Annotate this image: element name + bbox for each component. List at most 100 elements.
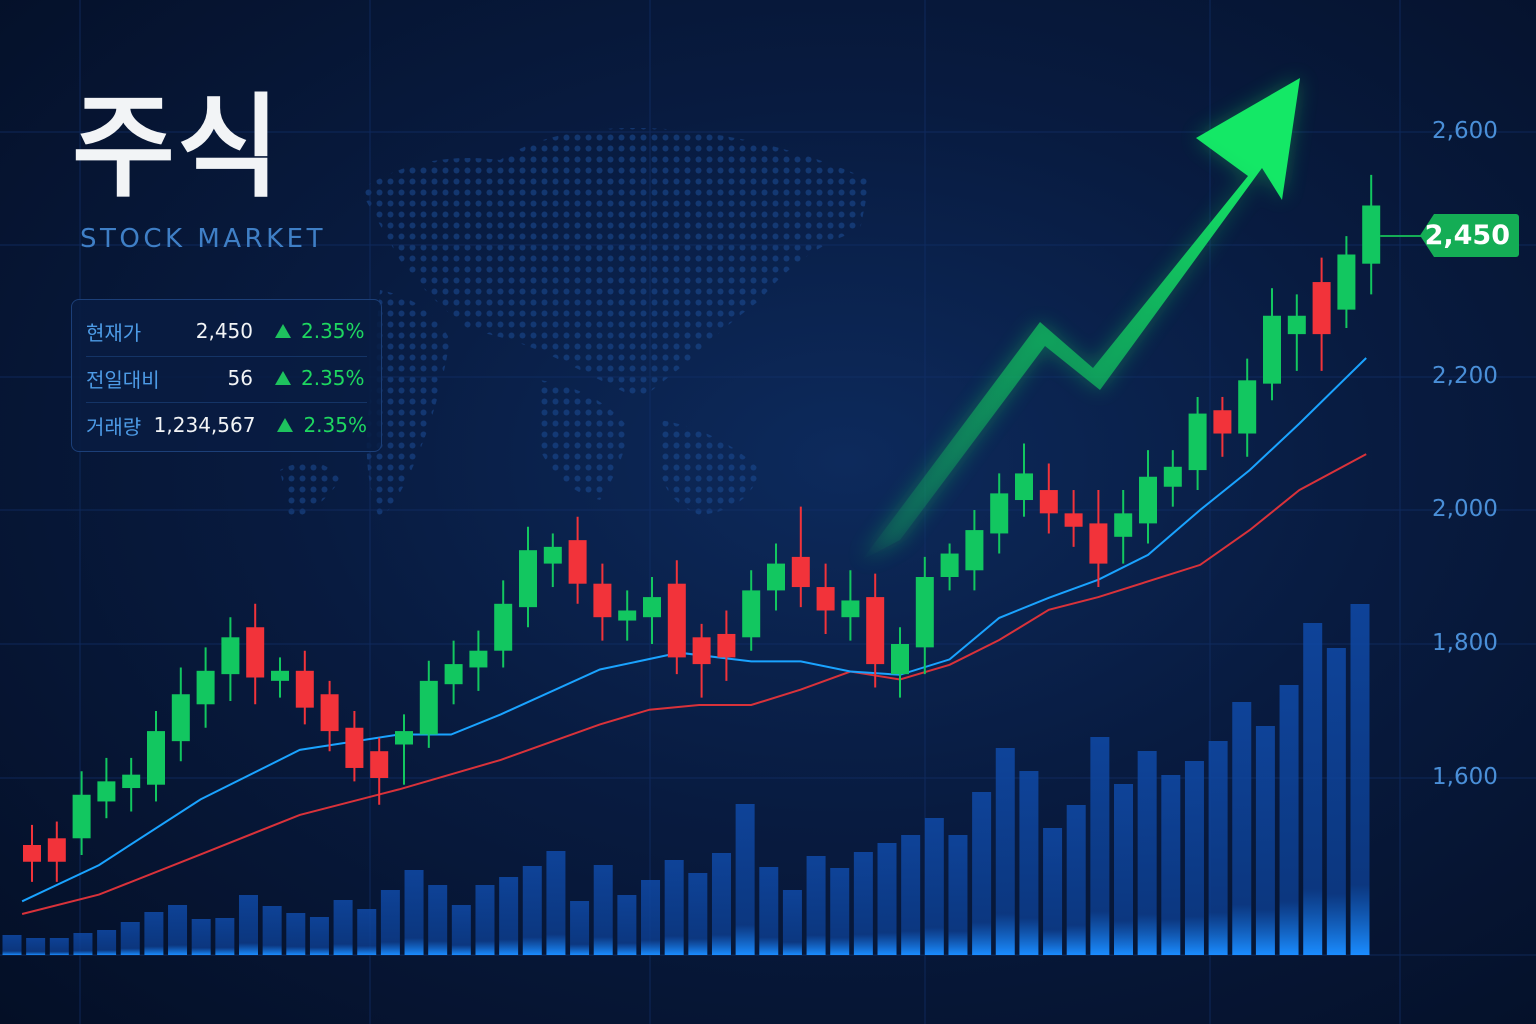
candle-body — [767, 563, 785, 591]
candlestick — [47, 821, 66, 882]
trend-arrow-up-icon — [862, 78, 1300, 560]
page-title: 주식 — [72, 83, 283, 213]
candlestick — [196, 647, 215, 728]
candlestick — [494, 580, 513, 668]
candle-body — [1287, 315, 1306, 335]
candlestick — [1263, 288, 1281, 401]
volume-bar — [73, 933, 93, 955]
volume-bar — [948, 835, 968, 955]
volume-bar — [97, 930, 117, 955]
candle-body — [717, 633, 736, 658]
y-tick-label: 2,200 — [1432, 363, 1498, 389]
quote-label: 전일대비 — [86, 367, 160, 392]
volume-bar — [759, 867, 779, 955]
candle-body — [618, 610, 637, 621]
candle-body — [742, 590, 761, 638]
candlestick — [717, 610, 736, 681]
volume-bar — [593, 865, 613, 955]
quote-row-volume: 거래량 1,234,567 2.35% — [86, 403, 367, 447]
candle-body — [1015, 473, 1033, 501]
candle-body — [271, 670, 289, 681]
world-map-dots — [280, 128, 870, 520]
volume-bar — [215, 918, 235, 955]
volume-bar — [49, 938, 69, 955]
candle-body — [1039, 490, 1058, 514]
volume-bar — [830, 868, 850, 955]
candle-body — [494, 603, 513, 651]
candlestick — [965, 510, 984, 591]
candlestick — [1039, 463, 1058, 534]
volume-bar — [238, 895, 258, 955]
quote-row-current-price: 현재가 2,450 2.35% — [86, 309, 367, 353]
candlestick — [841, 570, 860, 641]
volume-bar — [380, 890, 400, 955]
candle-body — [1312, 282, 1331, 335]
candle-body — [320, 694, 339, 732]
candlestick — [891, 627, 909, 698]
volume-bar — [522, 866, 542, 955]
candlestick — [1064, 490, 1083, 547]
candle-body — [1337, 254, 1356, 310]
volume-bar — [191, 919, 211, 955]
candlestick — [915, 556, 934, 675]
triangle-up-icon — [275, 371, 291, 385]
candle-body — [568, 540, 587, 584]
candle-body — [1114, 513, 1133, 537]
candlestick — [767, 543, 785, 611]
candlestick — [1188, 396, 1207, 491]
candlestick — [593, 563, 612, 641]
candle-body — [1163, 466, 1182, 487]
quote-value: 1,234,567 — [153, 413, 256, 437]
candle-body — [915, 577, 934, 648]
quote-value: 56 — [227, 366, 253, 390]
candle-body — [171, 694, 190, 742]
candle-body — [543, 546, 562, 564]
candle-body — [122, 774, 141, 789]
candlestick — [23, 824, 41, 882]
candle-body — [97, 781, 116, 802]
volume-bar — [1184, 761, 1204, 955]
candle-body — [1089, 523, 1108, 564]
candle-body — [1362, 205, 1381, 264]
candlestick — [543, 533, 562, 588]
candle-body — [519, 550, 537, 608]
candlestick — [1213, 396, 1232, 457]
volume-bar — [688, 873, 708, 955]
triangle-up-icon — [275, 324, 291, 338]
volume-bar — [1066, 805, 1086, 955]
candlesticks — [23, 174, 1381, 882]
volume-bar — [262, 906, 282, 955]
volume-bar — [664, 860, 684, 955]
candlestick — [1015, 443, 1033, 517]
candlestick — [147, 711, 165, 802]
candle-body — [791, 556, 810, 588]
candle-body — [395, 731, 413, 745]
volume-bar — [26, 938, 46, 955]
candlestick — [271, 657, 289, 698]
volume-bar — [1303, 623, 1323, 955]
volume-bar — [1161, 775, 1181, 955]
candle-body — [370, 751, 389, 778]
volume-bar — [1137, 751, 1157, 955]
candle-body — [295, 670, 314, 708]
candle-body — [345, 727, 364, 768]
volume-bar — [877, 843, 897, 955]
candlestick — [395, 714, 413, 785]
candle-body — [593, 583, 612, 618]
y-tick-label: 2,600 — [1432, 118, 1498, 144]
candlestick — [122, 757, 141, 812]
candle-body — [72, 794, 91, 839]
candle-body — [816, 587, 835, 611]
volume-bars — [2, 604, 1370, 955]
candlestick — [1139, 450, 1157, 544]
volume-bar — [1090, 737, 1110, 955]
candlestick — [1337, 236, 1356, 328]
volume-bar — [901, 835, 921, 955]
candle-body — [866, 597, 885, 665]
candlestick — [1238, 358, 1257, 457]
candlestick — [791, 506, 810, 608]
candle-body — [841, 600, 860, 618]
volume-bar — [475, 885, 495, 955]
candlestick — [469, 630, 488, 691]
candlestick — [568, 516, 587, 604]
